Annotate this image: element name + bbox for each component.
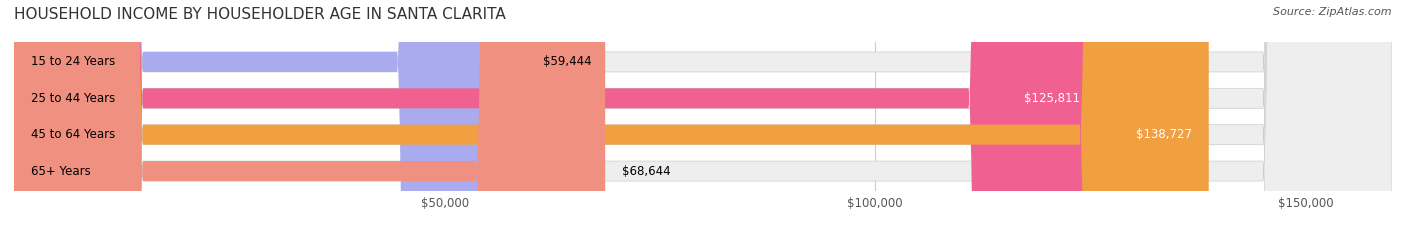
FancyBboxPatch shape bbox=[14, 0, 1209, 233]
Text: $125,811: $125,811 bbox=[1025, 92, 1080, 105]
Text: Source: ZipAtlas.com: Source: ZipAtlas.com bbox=[1274, 7, 1392, 17]
Text: $138,727: $138,727 bbox=[1136, 128, 1191, 141]
FancyBboxPatch shape bbox=[14, 0, 1392, 233]
Text: 45 to 64 Years: 45 to 64 Years bbox=[31, 128, 115, 141]
Text: $68,644: $68,644 bbox=[623, 164, 671, 178]
FancyBboxPatch shape bbox=[14, 0, 1098, 233]
FancyBboxPatch shape bbox=[14, 0, 1392, 233]
Text: $59,444: $59,444 bbox=[543, 55, 592, 69]
Text: 15 to 24 Years: 15 to 24 Years bbox=[31, 55, 115, 69]
FancyBboxPatch shape bbox=[14, 0, 605, 233]
FancyBboxPatch shape bbox=[14, 0, 526, 233]
Text: HOUSEHOLD INCOME BY HOUSEHOLDER AGE IN SANTA CLARITA: HOUSEHOLD INCOME BY HOUSEHOLDER AGE IN S… bbox=[14, 7, 506, 22]
FancyBboxPatch shape bbox=[14, 0, 1392, 233]
Text: 25 to 44 Years: 25 to 44 Years bbox=[31, 92, 115, 105]
Text: 65+ Years: 65+ Years bbox=[31, 164, 91, 178]
FancyBboxPatch shape bbox=[14, 0, 1392, 233]
